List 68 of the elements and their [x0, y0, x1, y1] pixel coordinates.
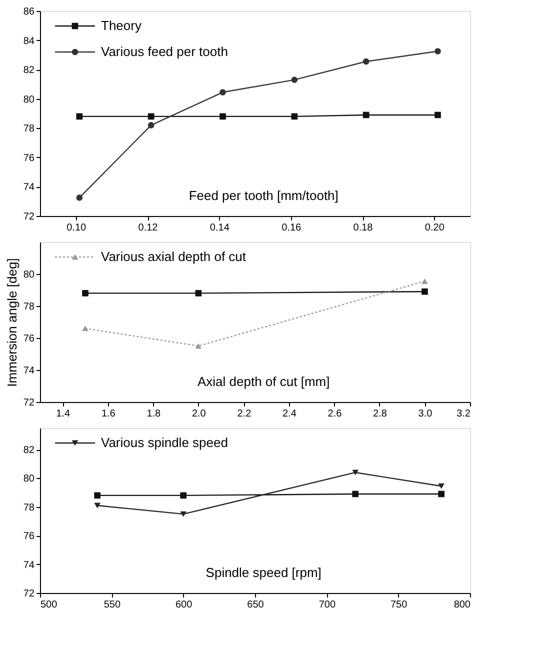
x-tick-label: 2.4: [282, 408, 297, 420]
y-tick-label: 84: [23, 36, 35, 47]
point: [422, 288, 428, 295]
x-tick-label: 600: [175, 600, 193, 610]
y-tick-label: 72: [23, 588, 35, 600]
point: [82, 290, 88, 296]
x-tick-label: 750: [390, 600, 408, 610]
y-tick-label: 78: [23, 302, 35, 312]
point: [148, 122, 154, 128]
y-tick-label: 82: [23, 445, 35, 456]
x-axis-title: Axial depth of cut [mm]: [197, 374, 330, 389]
x-tick-label: 800: [454, 600, 471, 610]
x-axis-title: Feed per tooth [mm/tooth]: [188, 188, 338, 203]
x-tick-label: 0.20: [424, 222, 445, 234]
x-tick-label: 1.4: [56, 408, 71, 420]
point: [220, 113, 226, 120]
x-tick-label: 0.16: [282, 222, 302, 234]
x-tick-label: 1.6: [101, 408, 116, 420]
legend-label: Various feed per tooth: [101, 44, 228, 59]
x-tick-label: 2.2: [237, 408, 252, 420]
x-tick-label: 2.0: [192, 408, 206, 420]
y-tick-label: 76: [23, 531, 35, 542]
point: [195, 343, 202, 349]
point: [362, 112, 370, 118]
point: [434, 48, 441, 54]
y-tick-label: 74: [23, 182, 35, 194]
y-tick-label: 76: [23, 334, 35, 344]
point: [220, 89, 226, 96]
point: [291, 113, 298, 120]
x-tick-label: 700: [318, 600, 336, 610]
y-axis-title: Immersion angle [deg]: [4, 258, 20, 387]
x-tick-label: 0.14: [210, 222, 230, 234]
point: [422, 278, 428, 284]
y-tick-label: 80: [23, 474, 35, 485]
x-tick-label: 0.10: [66, 222, 86, 234]
y-tick-label: 78: [23, 124, 35, 135]
y-tick-label: 80: [23, 94, 35, 106]
x-tick-label: 3.0: [418, 408, 433, 420]
x-tick-label: 0.18: [353, 222, 374, 234]
x-tick-label: 2.6: [328, 408, 342, 420]
legend-label: Various spindle speed: [101, 435, 228, 450]
y-tick-label: 86: [23, 6, 35, 18]
y-tick-label: 80: [23, 270, 35, 280]
y-tick-label: 72: [23, 398, 35, 408]
y-tick-label: 78: [23, 502, 35, 514]
legend-label: Various axial depth of cut: [101, 249, 246, 264]
y-tick-label: 74: [23, 366, 35, 376]
point: [148, 113, 154, 120]
point: [362, 58, 370, 65]
x-tick-label: 650: [247, 600, 264, 610]
x-axis-title: Spindle speed [rpm]: [206, 565, 322, 580]
x-tick-label: 550: [104, 600, 121, 610]
point: [434, 112, 441, 118]
point: [82, 326, 88, 332]
point: [195, 290, 202, 296]
x-tick-label: 3.2: [456, 408, 471, 420]
y-tick-label: 74: [23, 560, 35, 571]
legend-label: Theory: [101, 18, 142, 33]
y-tick-label: 72: [23, 212, 35, 222]
x-tick-label: 1.8: [146, 408, 162, 420]
point: [291, 76, 298, 83]
y-tick-label: 76: [23, 152, 35, 164]
x-tick-label: 2.8: [373, 408, 388, 420]
point: [76, 113, 83, 120]
x-tick-label: 0.12: [138, 222, 158, 234]
x-tick-label: 500: [40, 600, 58, 610]
y-tick-label: 82: [23, 65, 35, 76]
point: [76, 194, 83, 201]
